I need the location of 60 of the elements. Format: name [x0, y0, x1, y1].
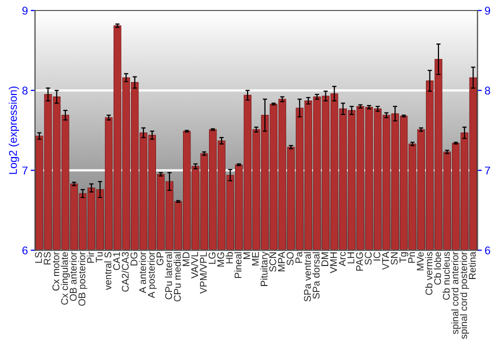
x-tick-label: Cx motor [52, 252, 60, 291]
x-tick-label: CPu medial [174, 252, 181, 302]
x-tick-label: spinal cord posterior [460, 252, 470, 339]
x-tick-label: VA/VL [190, 252, 198, 278]
x-tick-label: CA2/CA3 [122, 252, 129, 292]
x-tick-label: ME [252, 252, 259, 266]
x-tick-label: A posterior [148, 252, 157, 298]
x-tick-label: CA1 [113, 252, 120, 270]
y-tick-label: 6 [22, 246, 28, 254]
x-tick-label: CPu lateral [164, 252, 172, 300]
y-tick-label: 9 [22, 6, 28, 15]
x-tick-label: DG [130, 252, 138, 266]
x-tick-label: LS [35, 252, 42, 263]
x-tick-label: Pa [295, 252, 302, 263]
y-axis-title: Log2 (expression) [8, 86, 20, 174]
x-tick-label: RS [44, 252, 51, 264]
x-tick-label: VTA [382, 252, 389, 270]
x-tick-label: LG [208, 252, 216, 264]
x-tick-label: ventral S [104, 252, 112, 290]
x-tick-label: Arc [338, 252, 346, 266]
x-tick-label: VMH [330, 252, 337, 274]
y2-tick-label: 8 [484, 86, 490, 95]
x-tick-label: Tu [96, 252, 103, 262]
x-tick-label: M [243, 252, 250, 259]
y2-tick-label: 9 [484, 6, 490, 15]
x-tick-label: MVe [416, 252, 424, 270]
x-tick-label: MD [182, 252, 190, 266]
x-tick-label: Pituitary [260, 252, 270, 286]
y-tick-label: 8 [22, 86, 28, 95]
x-tick-label: Pir [86, 252, 94, 263]
x-tick-label: SN [390, 252, 398, 265]
x-tick-label: Cx cingulate [60, 252, 70, 305]
x-tick-label: SO [286, 252, 294, 266]
x-tick-label: spinal cord anterior [451, 252, 460, 334]
y2-tick-label: 6 [485, 246, 490, 254]
x-tick-label: DM [321, 252, 328, 266]
x-tick-label: VPM/VPL [200, 252, 207, 294]
x-tick-label: Pn [408, 252, 415, 263]
x-tick-label: OB anterior [70, 252, 77, 301]
x-tick-label: GP [156, 252, 164, 266]
x-tick-label: Cb nucleus [442, 252, 450, 300]
x-tick-label: Tg [400, 252, 408, 263]
y2-tick-label: 7 [485, 166, 490, 174]
x-tick-label: MG [217, 252, 224, 266]
x-tick-label: A anterior [138, 252, 146, 294]
x-tick-label: LH [348, 252, 354, 264]
x-tick-label: Pineal [234, 252, 242, 278]
x-tick-label: PAG [356, 252, 363, 271]
x-tick-label: Cb lobe [434, 252, 442, 285]
x-tick-label: Cb vermis [425, 252, 432, 295]
x-tick-label: SPa dorsal [312, 252, 320, 299]
x-tick-label: SPa ventral [304, 252, 311, 302]
x-tick-label: MPA [278, 252, 285, 272]
y-tick-label: 7 [22, 166, 28, 174]
x-tick-label: Hb [226, 252, 233, 264]
x-tick-label: IC [373, 252, 380, 260]
x-tick-label: OB posterior [78, 252, 88, 306]
x-tick-label: SCN [269, 252, 276, 272]
x-tick-label: SC [364, 252, 372, 265]
x-tick-label: Retina [468, 252, 476, 279]
